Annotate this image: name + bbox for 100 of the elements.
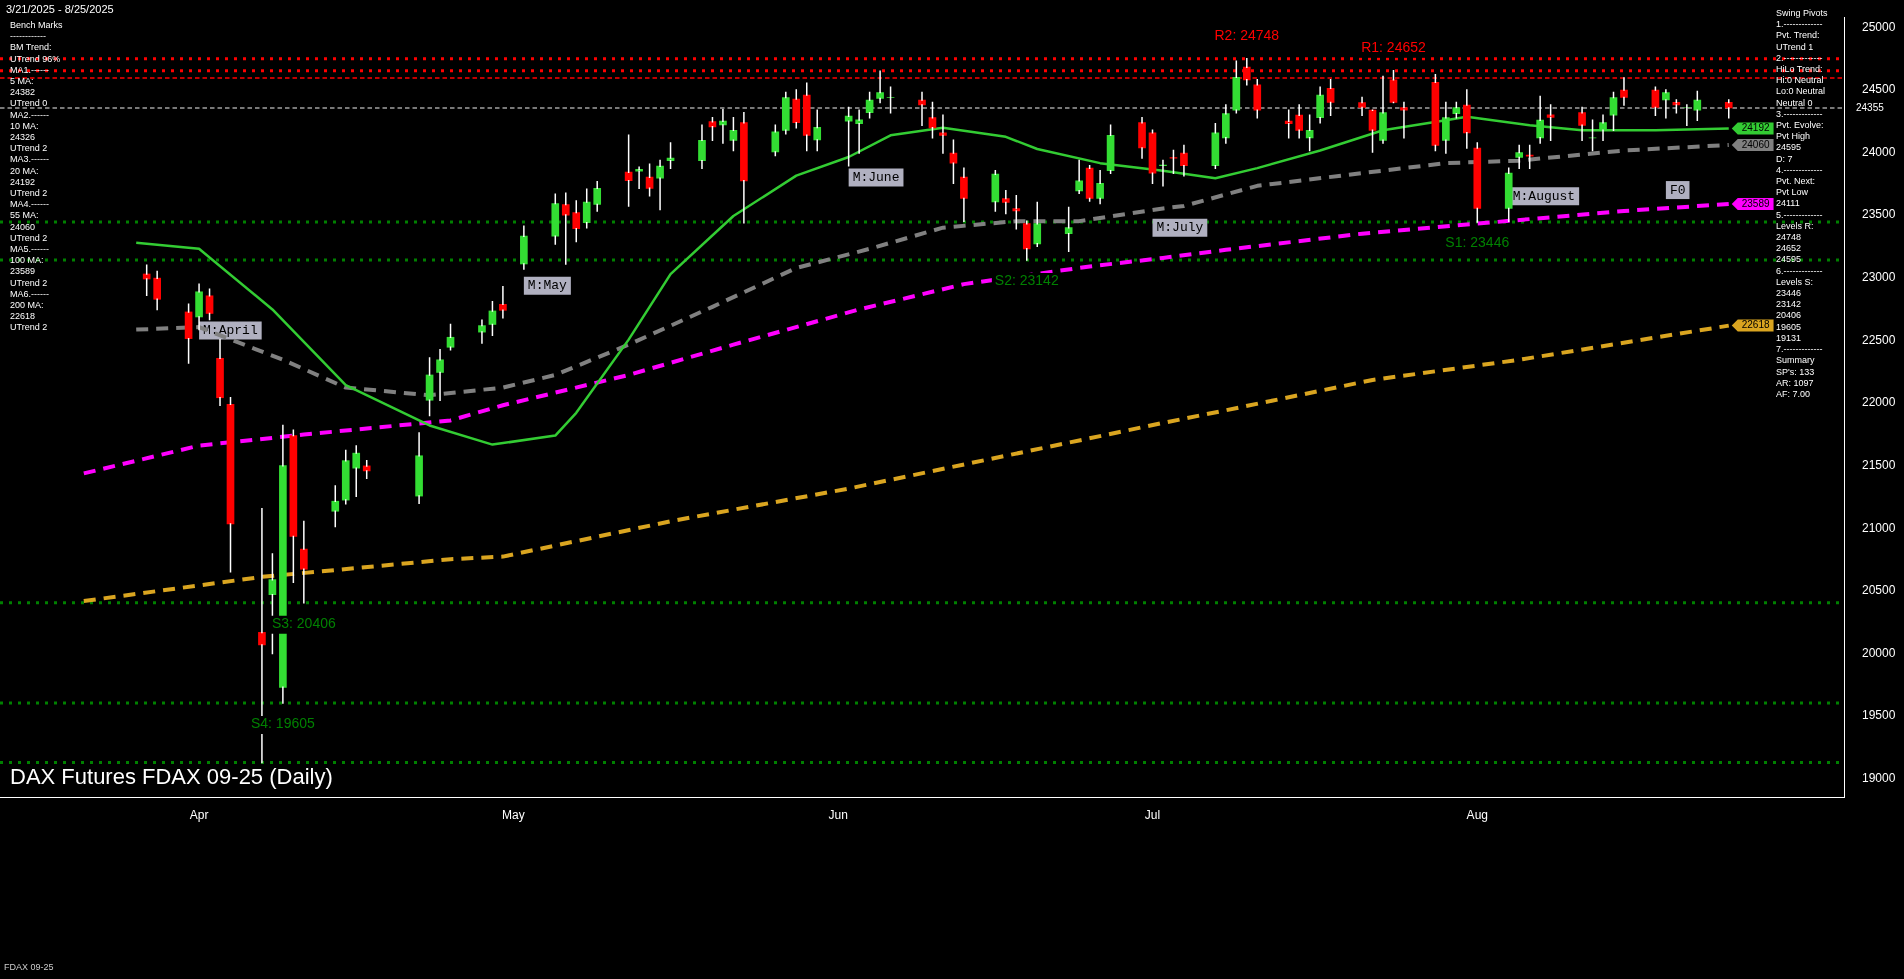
annotation: M:June — [852, 169, 900, 185]
candlestick — [1578, 106, 1586, 142]
y-tick-label: 22000 — [1862, 395, 1896, 410]
y-tick-label: 20000 — [1862, 645, 1896, 660]
candlestick — [1662, 89, 1670, 119]
candlestick — [1096, 169, 1104, 205]
text: Bench Marks ------------ BM Trend: UTrend 96% MA1.------ 5 MA: 24382 UTrend 0 MA2.------ 10 MA: 24326 UTrend 2 MA3.------ 20 MA: 24192 UTrend 2 MA4.------ 55 MA: 24060 UTrend 2 MA5.------ 100 MA: 23589 UTrend 2 MA6.------ 200 MA: 22618 UTrend 2 — [10, 20, 63, 333]
candlestick — [771, 124, 780, 157]
candlestick — [561, 192, 570, 265]
candlestick — [1358, 96, 1366, 116]
candlestick — [1473, 142, 1482, 223]
candlestick — [813, 109, 822, 152]
annotation: S4: 19605 — [250, 714, 316, 731]
candlestick — [195, 283, 203, 331]
y-tick-label: 21500 — [1862, 457, 1896, 472]
candlestick — [781, 91, 790, 135]
candlestick — [1284, 109, 1293, 139]
candlestick — [876, 70, 884, 104]
candlestick — [1001, 190, 1010, 215]
annotation: M:August — [1512, 188, 1576, 204]
candlestick — [478, 319, 486, 344]
candlestick — [802, 82, 811, 152]
candlestick — [928, 101, 937, 139]
candlestick — [593, 180, 602, 212]
candlestick — [886, 86, 895, 114]
x-tick-label: Jul — [1144, 808, 1161, 823]
annotation: F0 — [1669, 182, 1686, 198]
candlestick — [1085, 164, 1094, 202]
ref-line-label: 24355 — [1856, 101, 1885, 113]
candlestick — [352, 445, 361, 497]
x-tick-label: May — [502, 808, 525, 823]
candlestick — [331, 485, 340, 528]
y-tick-label: 21000 — [1862, 520, 1896, 535]
y-tick-label: 24500 — [1862, 82, 1896, 97]
candlestick — [635, 166, 643, 190]
annotation: 23589 — [1741, 197, 1770, 209]
text: Swing Pivots 1.------------- Pvt. Trend: UTrend 1 2.------------- HiLo Trend: Hi:0 Neutral Lo:0 Neutral Neutral 0 3.------------- Pvt. Evolve: Pvt High 24595 D: 7 4.------------- Pvt. Next: Pvt Low 24111 5.------------- Levels R: 24748 24652 24595 6.------------- Levels S: 23446 23142 20406 19605 19131 7.------------- Summary SP's: 133 AR: 1097 AF: 7.00 — [1776, 8, 1828, 399]
candlestick — [1295, 104, 1304, 139]
candlestick — [289, 429, 298, 583]
annotation: 22618 — [1741, 319, 1770, 331]
candlestick — [425, 357, 434, 417]
annotation: R2: 24748 — [1214, 26, 1280, 43]
candlestick — [1599, 114, 1607, 142]
candlestick — [1515, 144, 1524, 169]
candlestick — [844, 106, 853, 167]
candlestick — [960, 167, 968, 222]
candlestick — [729, 116, 738, 152]
candlestick — [499, 285, 507, 319]
candlestick — [436, 349, 444, 402]
candlestick — [656, 159, 664, 211]
candlestick — [226, 396, 235, 573]
candlestick — [939, 114, 947, 154]
y-tick-label: 23500 — [1862, 207, 1896, 222]
candlestick — [153, 270, 161, 311]
candlestick — [300, 520, 308, 604]
text: FDAX 09-25 — [4, 962, 54, 972]
candlestick — [1022, 220, 1031, 261]
y-tick-label: 23000 — [1862, 270, 1896, 285]
annotation: M:May — [527, 278, 568, 294]
candlestick — [1442, 101, 1450, 154]
annotation: 24192 — [1741, 122, 1770, 134]
y-tick-label: 19500 — [1862, 708, 1896, 723]
line-series — [81, 323, 1731, 604]
candlestick — [1180, 144, 1188, 177]
annotation: S3: 20406 — [271, 614, 336, 631]
annotation: S2: 23142 — [994, 271, 1059, 288]
candlestick — [645, 163, 654, 197]
candlestick — [1138, 116, 1146, 159]
y-tick-label: 20500 — [1862, 583, 1896, 598]
candlestick — [1012, 195, 1021, 230]
line-series — [81, 201, 1731, 476]
candlestick — [572, 200, 581, 243]
candlestick — [341, 449, 350, 505]
candlestick — [740, 111, 748, 224]
x-tick-label: Aug — [1466, 808, 1488, 823]
candlestick — [415, 432, 423, 504]
candlestick — [1075, 159, 1083, 195]
text: 3/21/2025 - 8/25/2025 — [6, 3, 114, 15]
candlestick — [1525, 144, 1534, 169]
candlestick — [520, 225, 528, 270]
candlestick — [1368, 109, 1377, 153]
candlestick — [1693, 90, 1702, 121]
candlestick — [1232, 60, 1241, 114]
candlestick — [1033, 201, 1042, 248]
line-series — [134, 142, 1731, 398]
annotation: M:July — [1156, 220, 1204, 236]
candlestick — [1316, 86, 1324, 124]
y-tick-label: 25000 — [1862, 19, 1896, 34]
annotation: S1: 23446 — [1445, 233, 1510, 250]
candlestick — [1379, 75, 1387, 144]
y-tick-label: 24000 — [1862, 144, 1896, 159]
text: DAX Futures FDAX 09-25 (Daily) — [10, 763, 333, 790]
y-tick-label: 19000 — [1862, 771, 1896, 786]
candlestick — [1064, 206, 1073, 253]
annotation: R1: 24652 — [1361, 38, 1426, 55]
x-tick-label: Jun — [828, 808, 848, 823]
candlestick — [216, 338, 224, 407]
candlestick — [698, 124, 706, 169]
candlestick — [1536, 95, 1544, 144]
candlestick — [1462, 89, 1471, 149]
